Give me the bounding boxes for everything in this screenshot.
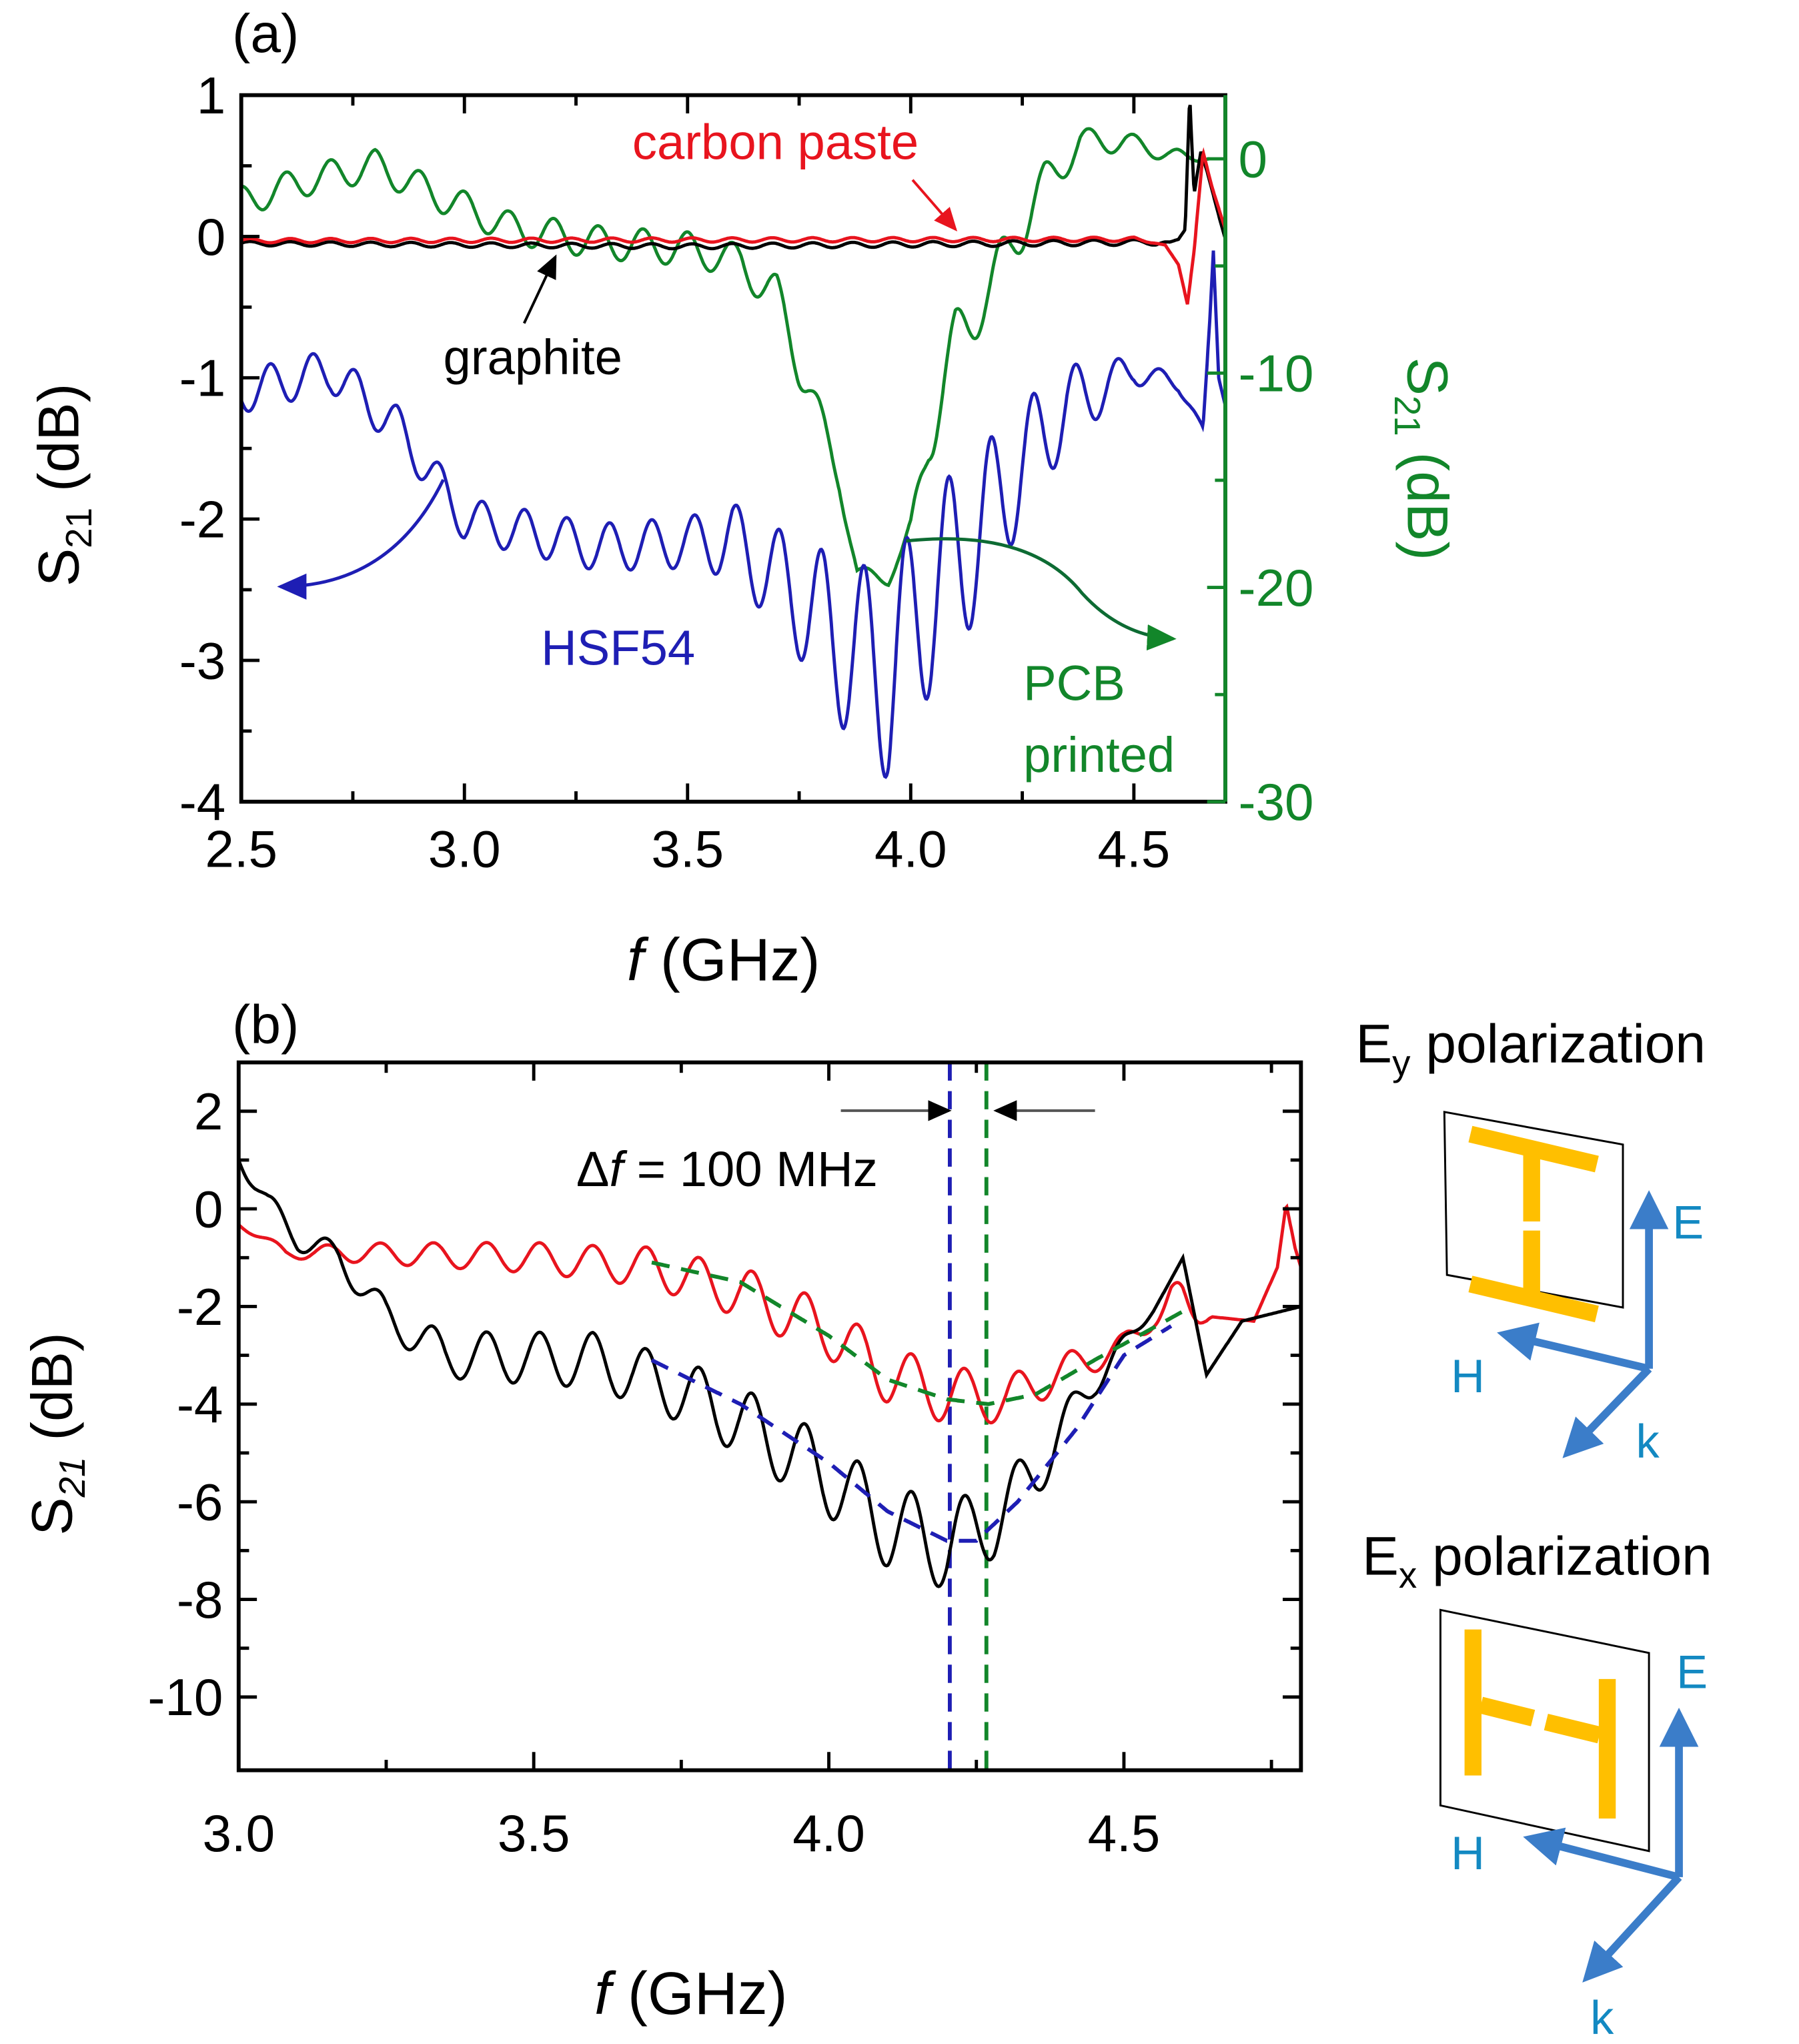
series-pcb-printed xyxy=(241,127,1210,588)
panel-a-curves xyxy=(239,104,1227,779)
y-tick-label: -10 xyxy=(147,1668,223,1726)
y-axis-label-left: S21 (dB) xyxy=(27,384,99,586)
y-tick-label: -2 xyxy=(177,1278,223,1336)
y2-tick-label: -20 xyxy=(1239,558,1314,617)
panel-label-b: (b) xyxy=(232,994,299,1055)
panel-b-axes: 3.0 3.5 4.0 4.5 2 0 -2 -4 -6 -8 -10 xyxy=(147,1060,1303,1863)
arrow-icon xyxy=(277,479,445,600)
h-arrow-icon xyxy=(1523,1827,1680,1881)
panel-b-curves xyxy=(237,1062,1303,1770)
x-tick-label: 4.5 xyxy=(1098,819,1171,878)
axes-triad-icon xyxy=(1523,1707,1699,1983)
ex-polarization-diagram: Ex polarization E H k xyxy=(1362,1526,1712,2044)
y2-tick-label: 0 xyxy=(1239,129,1267,188)
k-label: k xyxy=(1590,1991,1614,2043)
y-tick-label: 0 xyxy=(197,207,225,266)
label-hsf54: HSF54 xyxy=(541,620,695,676)
sample-frame xyxy=(1443,1111,1624,1309)
label-carbon-paste: carbon paste xyxy=(632,114,919,169)
x-tick-label: 4.0 xyxy=(792,1804,865,1863)
label-printed: printed xyxy=(1023,727,1175,783)
sample-frame xyxy=(1439,1608,1650,1853)
arrow-icon xyxy=(906,537,1177,651)
k-label: k xyxy=(1636,1415,1660,1468)
y-tick-label: 0 xyxy=(194,1179,223,1238)
arrow-icon xyxy=(911,179,958,231)
ey-title: Ey polarization xyxy=(1355,1014,1706,1084)
panel-a: (a) 2.5 3.0 3.5 4.0 4.510-1-2-3-40-10-20-30 … xyxy=(27,3,1459,993)
series-carbon-paste xyxy=(240,147,1227,305)
k-arrow-icon xyxy=(1562,1366,1652,1458)
x-tick-label: 4.0 xyxy=(874,819,947,878)
ex-title: Ex polarization xyxy=(1362,1526,1712,1596)
y-tick-label: -4 xyxy=(177,1375,223,1434)
panel-label-a: (a) xyxy=(232,3,299,64)
y-axis-label-right: S21 (dB) xyxy=(1387,358,1459,561)
ey-polarization-diagram: Ey polarization E H k xyxy=(1355,1014,1706,1468)
x-axis-label-b: f (GHz) xyxy=(594,1961,788,2027)
h-structure-icon xyxy=(1464,1629,1616,1819)
y2-tick-label: -10 xyxy=(1239,344,1314,403)
x-tick-label: 3.5 xyxy=(498,1804,570,1863)
x-tick-label: 3.5 xyxy=(651,819,724,878)
series-graphite xyxy=(241,104,1227,251)
y-tick-label: -6 xyxy=(177,1473,223,1532)
h-arrow-icon xyxy=(1497,1322,1650,1373)
series-ey-polarization xyxy=(237,1203,1303,1425)
plot-frame xyxy=(236,1060,1303,1772)
x-axis-label-a: f (GHz) xyxy=(627,927,820,993)
e-label: E xyxy=(1672,1195,1704,1248)
panel-b: (b) 3.0 3.5 4.0 4.5 2 0 -2 -4 -6 -8 -10 Δf = 100 M… xyxy=(21,994,1303,2027)
h-label: H xyxy=(1451,1350,1485,1402)
e-label: E xyxy=(1676,1646,1708,1698)
x-tick-label: 2.5 xyxy=(205,819,277,878)
y-tick-label: -4 xyxy=(179,773,226,831)
y2-tick-label: -30 xyxy=(1239,773,1314,831)
k-arrow-icon xyxy=(1582,1874,1682,1983)
x-tick-label: 3.0 xyxy=(428,819,501,878)
y-tick-label: 2 xyxy=(194,1082,223,1141)
label-pcb: PCB xyxy=(1023,655,1125,710)
y-tick-label: -2 xyxy=(179,490,226,548)
axes-triad-icon xyxy=(1497,1190,1669,1458)
arrow-icon xyxy=(522,254,557,324)
y-tick-label: 1 xyxy=(197,66,225,125)
h-structure-icon xyxy=(1468,1125,1599,1323)
delta-f-annotation: Δf = 100 MHz xyxy=(576,1141,878,1197)
y-tick-label: -8 xyxy=(177,1570,223,1629)
panel-a-axes: 2.5 3.0 3.5 4.0 4.5 1 0 -1 -2 -3 -4 0 -10 -20 -30 xyxy=(179,66,1314,878)
series-hsf54 xyxy=(239,250,1227,779)
label-graphite: graphite xyxy=(444,330,622,385)
y-tick-label: -3 xyxy=(179,631,226,690)
series-fit-ey xyxy=(651,1260,1184,1406)
x-tick-label: 3.0 xyxy=(202,1804,275,1863)
x-tick-label: 4.5 xyxy=(1088,1804,1161,1863)
y-axis-label-b: S21 (dB) xyxy=(21,1332,93,1535)
y-tick-label: -1 xyxy=(179,349,226,408)
h-label: H xyxy=(1451,1827,1485,1879)
series-ex-polarization xyxy=(237,1159,1302,1588)
series-fit-ex xyxy=(650,1324,1173,1543)
